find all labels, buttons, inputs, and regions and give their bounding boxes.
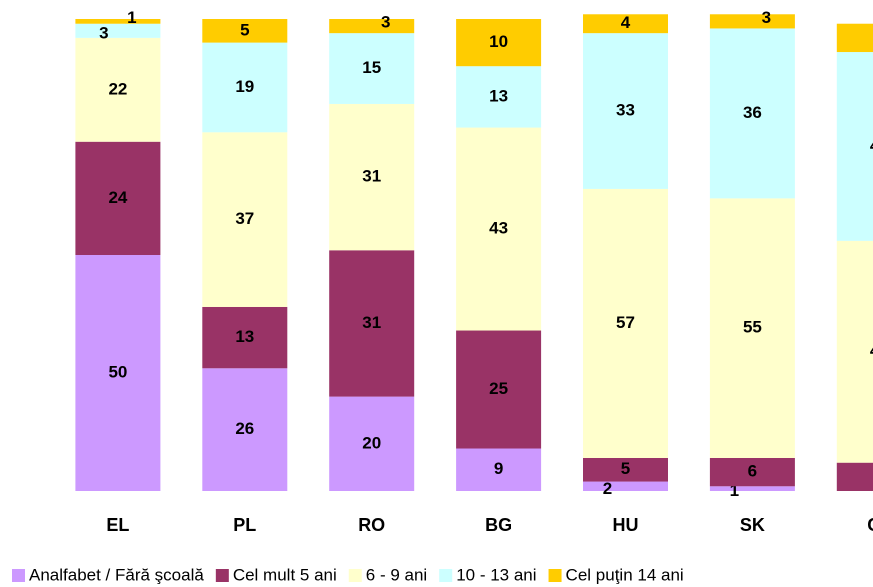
data-label: 3 [762, 8, 771, 27]
bar-segment [583, 14, 668, 34]
bar-segment [456, 448, 542, 491]
bar-segment [202, 42, 288, 133]
bar-segment [709, 14, 795, 29]
data-label: 13 [235, 327, 254, 346]
data-label: 43 [489, 219, 508, 238]
legend-swatch [12, 569, 25, 582]
data-label: 9 [494, 459, 503, 478]
legend-swatch [439, 569, 453, 582]
bar-segment [329, 250, 415, 397]
bar-segment [836, 240, 873, 463]
bar-segment [456, 330, 542, 449]
x-tick-label: SK [740, 515, 765, 535]
data-label: 40 [870, 136, 873, 155]
bar-segment [75, 23, 161, 38]
bar-segment [202, 132, 288, 307]
data-label: 36 [743, 103, 762, 122]
legend-label: 6 - 9 ani [366, 565, 427, 584]
data-label: 57 [616, 313, 635, 332]
bar-segment [75, 141, 161, 255]
data-label: 37 [235, 209, 254, 228]
bar-segment [836, 52, 873, 241]
bar-segment [75, 255, 161, 491]
data-label: 5 [621, 459, 630, 478]
bar-segment [709, 28, 795, 199]
x-tick-label: BG [485, 515, 512, 535]
x-tick-label: PL [233, 515, 256, 535]
data-label: 10 [489, 32, 508, 51]
data-label: 3 [381, 13, 390, 32]
data-label: 25 [489, 379, 508, 398]
legend-label: Cel puţin 14 ani [566, 565, 684, 584]
bar-segment [836, 23, 873, 53]
bar-segment [329, 19, 415, 34]
data-label: 22 [108, 79, 127, 98]
legend-label: Analfabet / Fără şcoală [29, 565, 204, 584]
data-label: 31 [362, 167, 381, 186]
bar-segment [709, 486, 795, 491]
data-label: 2 [603, 479, 612, 498]
data-label: 19 [235, 77, 254, 96]
bar-segment [456, 66, 542, 128]
bar-segment [329, 103, 415, 251]
data-label: 1 [127, 8, 136, 27]
data-label: 4 [621, 13, 631, 32]
x-tick-label: HU [613, 515, 639, 535]
data-label: 5 [240, 20, 249, 39]
legend-label: Cel mult 5 ani [233, 565, 337, 584]
data-label: 3 [99, 23, 108, 42]
bar-segment [329, 33, 415, 104]
bar-segment [583, 33, 668, 189]
bar-segment [202, 306, 288, 369]
data-label: 15 [362, 58, 381, 77]
legend-swatch [548, 569, 562, 582]
bar-segment [709, 198, 795, 458]
data-label: 55 [743, 318, 762, 337]
legend-swatch [348, 569, 362, 582]
bar-segment [75, 37, 161, 142]
bar-segment [329, 396, 415, 491]
legend-swatch [215, 569, 229, 582]
data-label: 20 [362, 433, 381, 452]
legend-label: 10 - 13 ani [456, 565, 536, 584]
bar-segment [583, 481, 668, 491]
data-label: 33 [616, 101, 635, 120]
data-label: 26 [235, 419, 254, 438]
bar-segment [202, 368, 288, 491]
bar-segment [583, 457, 668, 482]
bar-segment [583, 188, 668, 458]
data-label: 47 [870, 341, 873, 360]
data-label: 24 [108, 188, 127, 207]
data-label: 13 [489, 86, 508, 105]
bar-segment [202, 19, 288, 43]
bar-segment [456, 19, 542, 67]
x-tick-label: RO [358, 515, 385, 535]
x-tick-label: CZ [867, 515, 873, 535]
bar-segment [709, 457, 795, 487]
data-label: 50 [108, 362, 127, 381]
bar-segment [75, 19, 161, 24]
data-label: 6 [748, 462, 757, 481]
bar-segment [456, 127, 542, 331]
x-tick-label: EL [106, 515, 129, 535]
data-label: 1 [730, 481, 739, 500]
data-label: 31 [362, 313, 381, 332]
bar-segment [836, 462, 873, 491]
